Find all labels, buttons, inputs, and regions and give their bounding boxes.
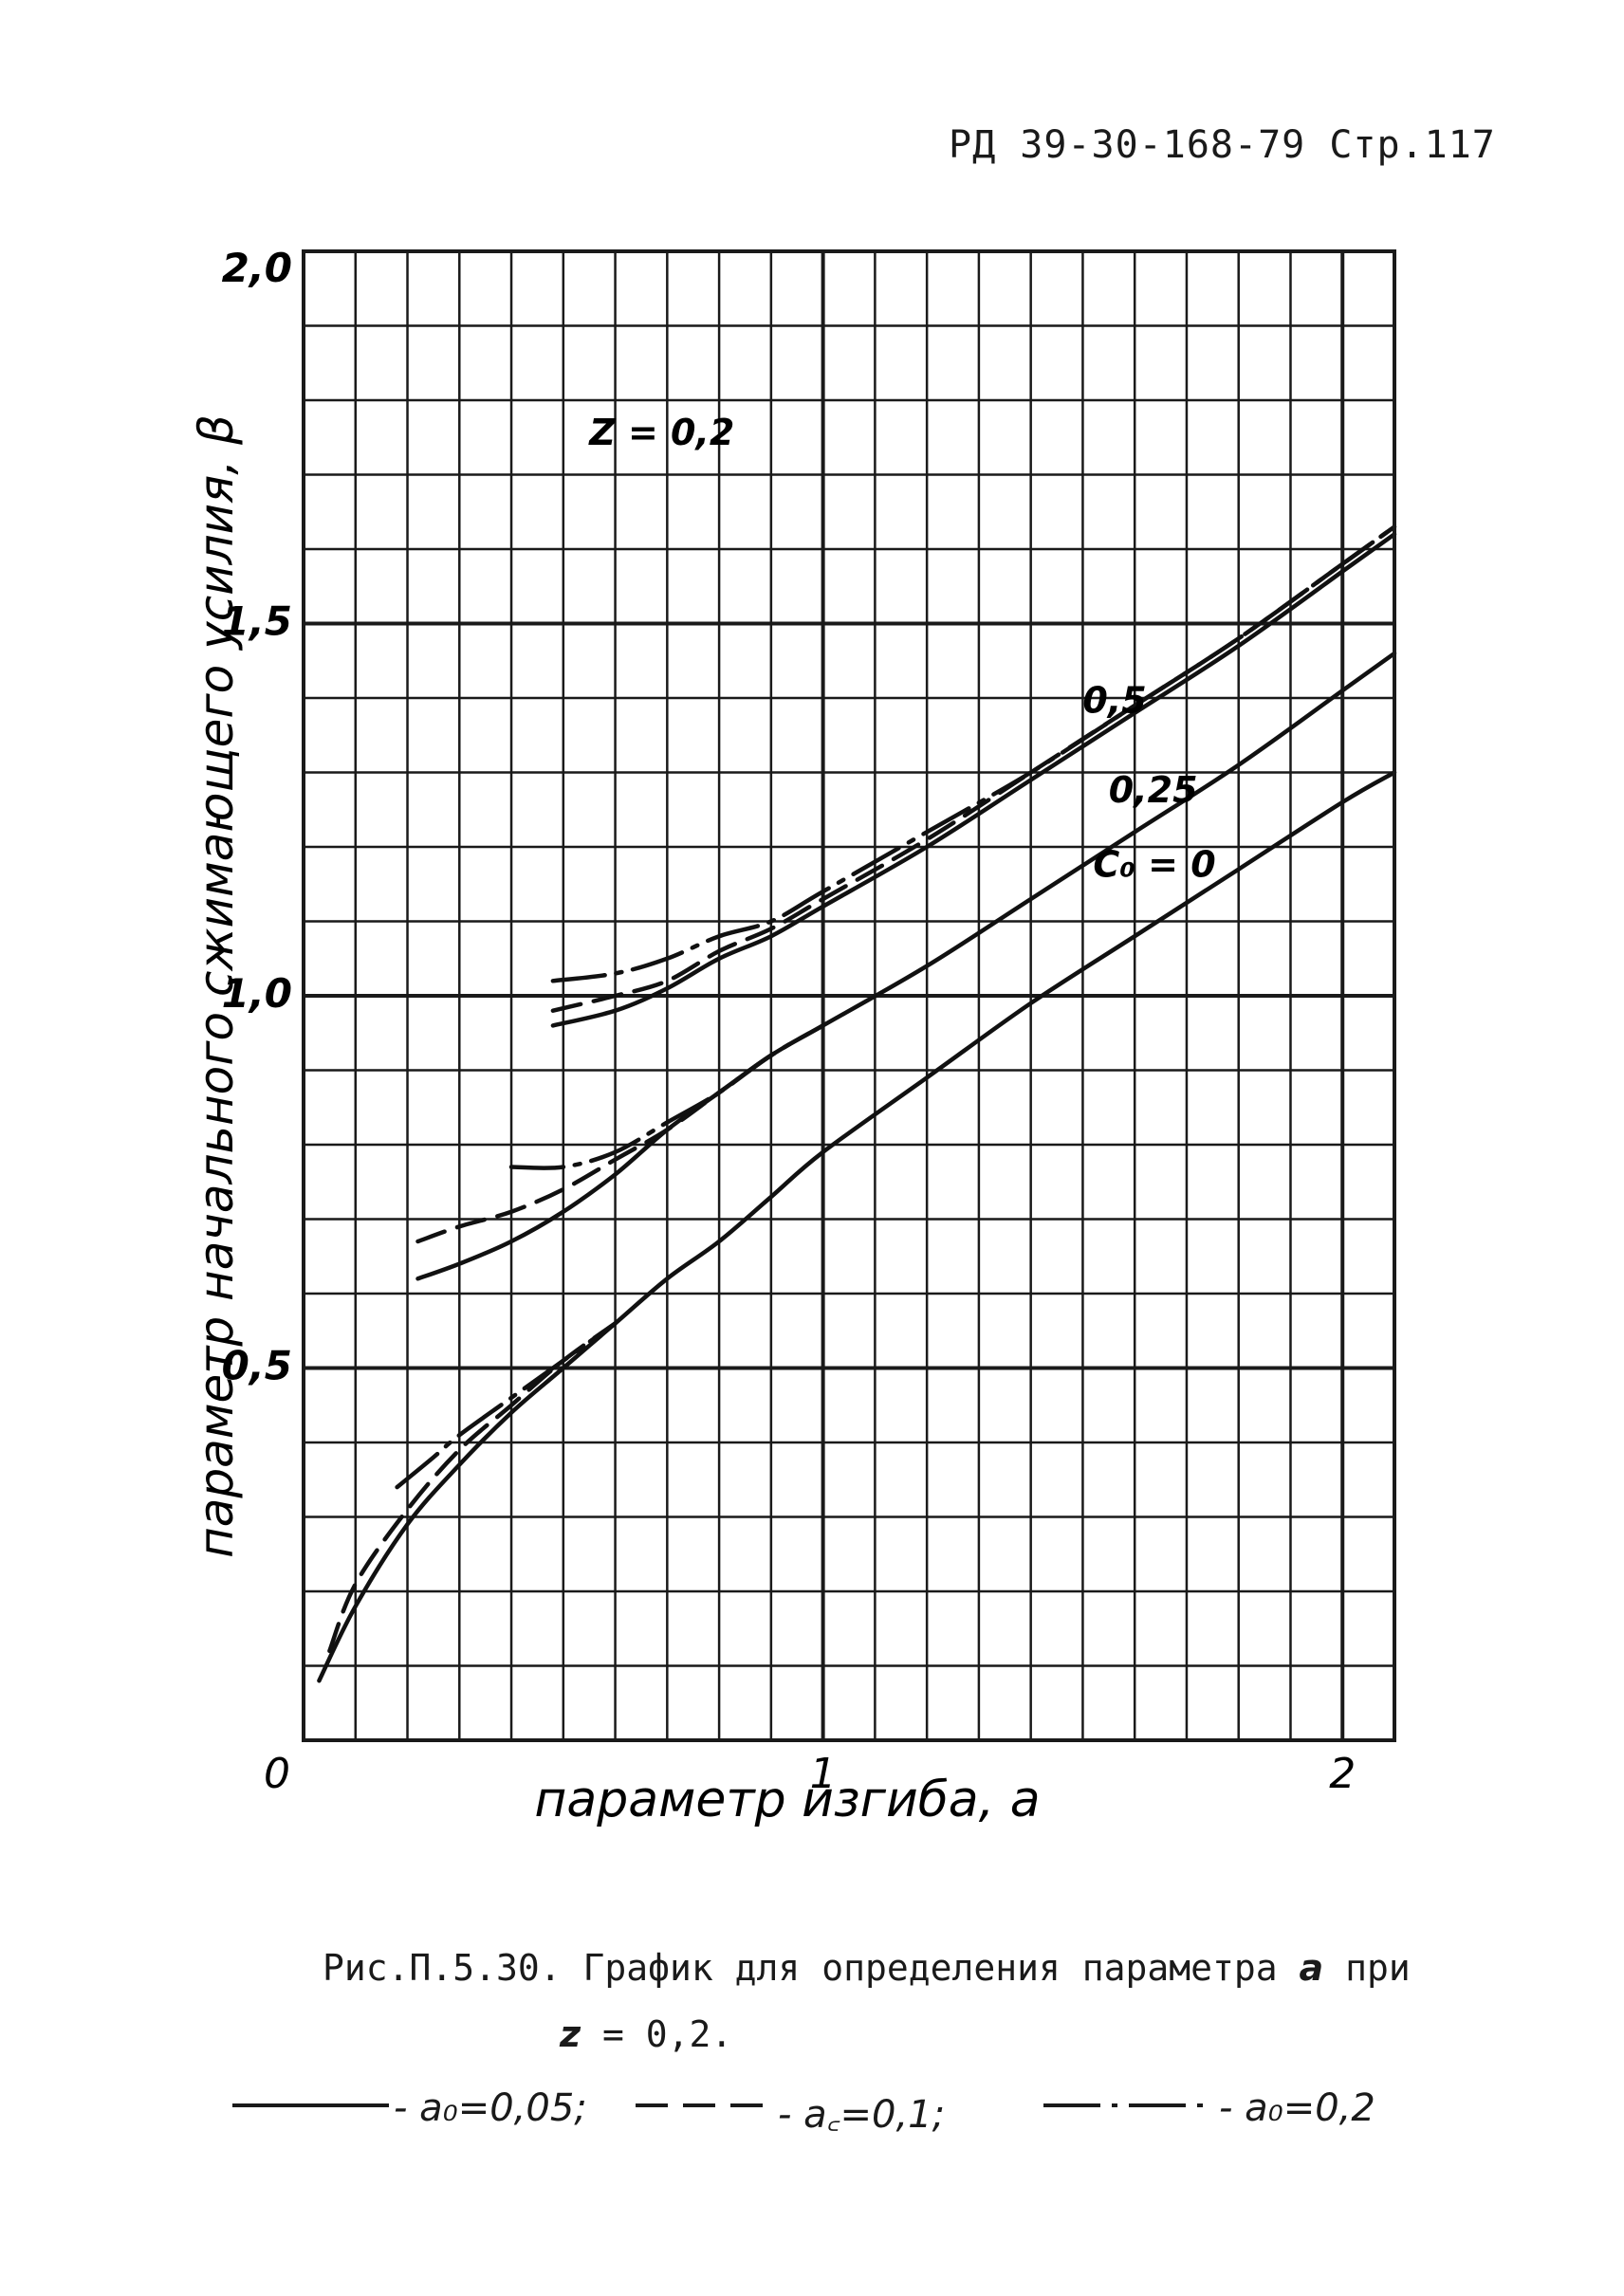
page-header: РД 39-30-168-79 Стр.117 [949, 123, 1496, 167]
series-line-dashed-4 [415, 1023, 825, 1244]
x-axis-label: параметр изгиба, a [534, 1772, 1040, 1828]
legend: - a₀=0,05; - a꜀=0,1; - a₀=0,2 [0, 2067, 1624, 2153]
legend-swatch-dashed [636, 2103, 773, 2107]
annotation-label: 0,5 [1082, 680, 1146, 722]
annotation-label: C₀ = 0 [1093, 843, 1215, 885]
legend-label: - a₀=0,05; [394, 2086, 587, 2130]
series-line-dashdot-2 [550, 524, 1397, 983]
grid [304, 251, 1394, 1740]
annotation-label: 0,25 [1109, 769, 1198, 811]
caption-var-z: z [560, 2013, 581, 2055]
annotations: Z = 0,2 0,5 0,25 C₀ = 0 [588, 412, 1215, 885]
figure-caption: Рис.П.5.30. График для определения парам… [323, 1935, 1461, 2067]
series-line-dashed-7 [327, 1321, 618, 1654]
caption-text: Рис.П.5.30. График для определения парам… [323, 1947, 1278, 1989]
series-line-solid-6 [317, 770, 1397, 1683]
y-tick-labels: 0,5 1,0 1,5 2,0 [222, 245, 292, 1389]
y-axis-label: параметр начального сжимающего усилия, β [189, 414, 244, 1558]
annotation-label: Z = 0,2 [588, 412, 734, 453]
caption-var-a: a [1299, 1947, 1324, 1989]
caption-z-value: = 0,2. [581, 2013, 733, 2055]
series-lines [317, 524, 1397, 1683]
y-tick-label: 0,5 [222, 1343, 292, 1389]
y-tick-label: 1,5 [222, 598, 292, 645]
x-tick-label: 1 [810, 1750, 837, 1798]
legend-label: - a₀=0,2 [1219, 2086, 1375, 2130]
x-tick-label: 2 [1329, 1750, 1356, 1798]
plot-frame [302, 249, 1396, 1742]
legend-item-dashdot: - a₀=0,2 [1043, 2067, 1442, 2153]
y-tick-label: 2,0 [222, 245, 292, 291]
series-line-dashdot-5 [508, 1023, 825, 1170]
series-line-solid-0 [550, 532, 1397, 1028]
legend-swatch-solid [232, 2103, 389, 2107]
legend-swatch-dashdot [1043, 2103, 1214, 2107]
caption-suffix: при [1345, 1947, 1411, 1989]
x-tick-labels: 0 1 2 [264, 1750, 1356, 1798]
legend-label: - a꜀=0,1; [778, 2093, 946, 2137]
y-tick-label: 1,0 [222, 970, 292, 1017]
x-tick-label: 0 [264, 1750, 290, 1798]
legend-item-solid: - a₀=0,05; [232, 2067, 593, 2153]
legend-item-dashed: - a꜀=0,1; [636, 2067, 996, 2153]
series-line-dashdot-8 [395, 1321, 618, 1490]
chart: 0 1 2 0,5 1,0 1,5 2,0 Z = 0,2 0,5 0,25 C₀ = 0 па… [189, 245, 1397, 1828]
